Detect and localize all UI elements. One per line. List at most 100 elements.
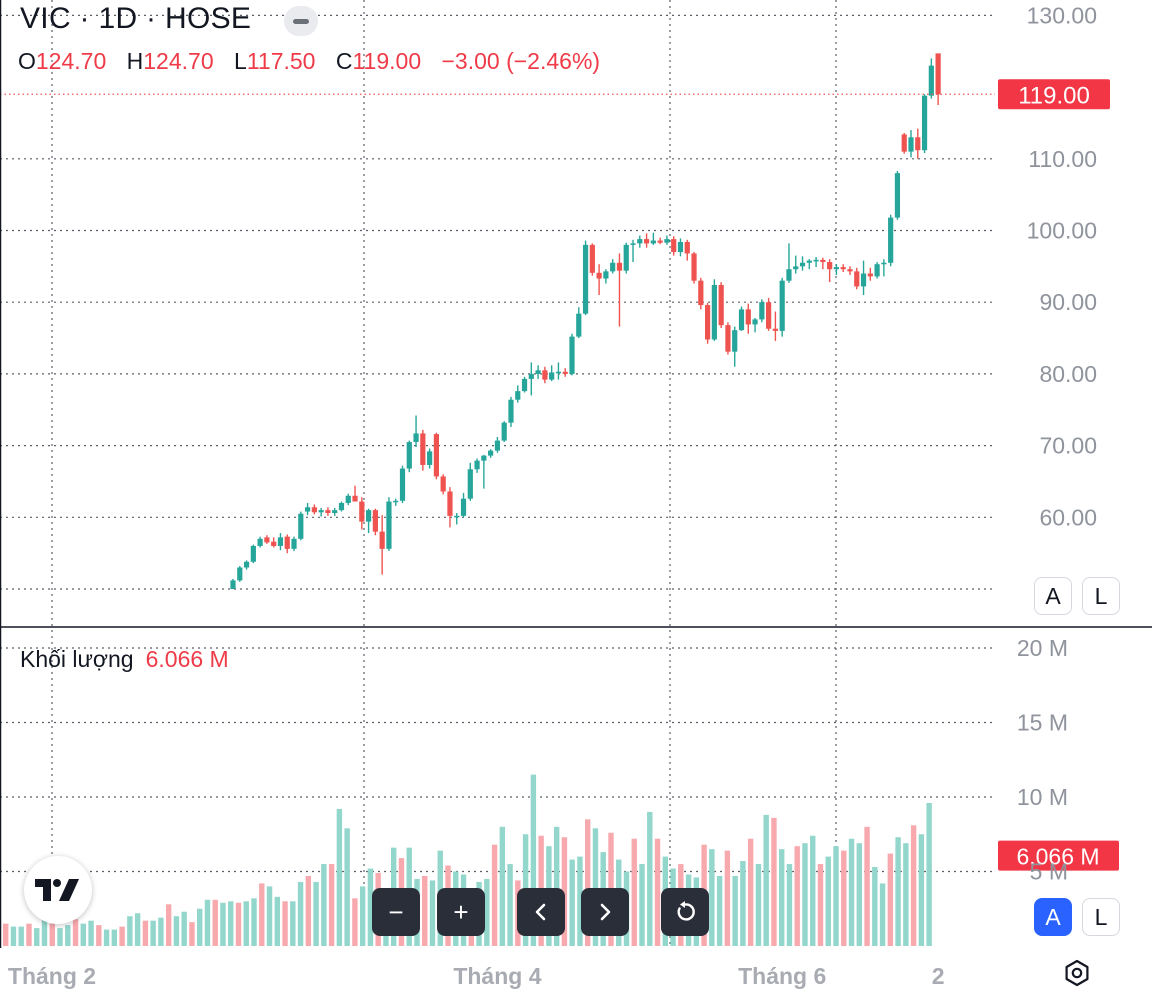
tradingview-logo[interactable] xyxy=(24,856,92,924)
candle-body xyxy=(562,371,568,374)
volume-bar xyxy=(825,856,831,946)
candle-body xyxy=(616,262,623,271)
candle-body xyxy=(311,507,317,513)
volume-bar xyxy=(111,929,118,946)
candle-body xyxy=(630,243,636,245)
volume-bar xyxy=(716,875,723,946)
zoom-in-button[interactable]: + xyxy=(437,888,485,936)
volume-bar xyxy=(810,835,816,946)
volume-bar xyxy=(918,834,925,946)
volume-last-badge-text: 6.066 M xyxy=(1016,844,1099,870)
volume-bar xyxy=(134,913,141,946)
candle-body xyxy=(467,469,473,499)
candle-body xyxy=(806,260,812,263)
candle-body xyxy=(528,373,534,379)
candle-body xyxy=(399,468,406,501)
volume-bar xyxy=(771,817,777,946)
volume-bar xyxy=(530,774,537,946)
reset-chart-button[interactable] xyxy=(661,888,709,936)
candle-body xyxy=(915,137,921,151)
open-value: 124.70 xyxy=(35,48,107,74)
candle-body xyxy=(582,244,589,314)
volume-bar xyxy=(57,928,63,946)
volume-bar xyxy=(127,916,133,946)
candle-body xyxy=(304,507,311,512)
candle-body xyxy=(237,567,243,581)
candle-body xyxy=(366,510,372,522)
volume-bar xyxy=(802,843,808,946)
volume-bar xyxy=(794,846,800,946)
candle-body xyxy=(745,309,751,325)
candle-body xyxy=(840,267,846,270)
candle-body xyxy=(230,580,236,589)
candle-body xyxy=(671,239,677,253)
volume-bar xyxy=(747,838,754,946)
candle-body xyxy=(935,53,941,95)
volume-bar xyxy=(367,868,374,946)
volume-bar xyxy=(251,898,257,946)
candle-body xyxy=(440,476,446,492)
volume-log-scale-button[interactable]: L xyxy=(1082,898,1120,936)
minus-icon xyxy=(293,18,309,24)
volume-bar xyxy=(864,826,870,946)
candle-body xyxy=(711,284,717,340)
candle-body xyxy=(298,513,304,539)
volume-bar xyxy=(88,920,94,946)
candle-body xyxy=(406,442,412,469)
price-tick-label: 70.00 xyxy=(1039,433,1097,459)
volume-bar xyxy=(65,925,71,946)
candle-body xyxy=(454,515,460,518)
price-auto-scale-button[interactable]: A xyxy=(1034,577,1072,615)
volume-bar xyxy=(165,904,172,946)
collapse-legend-button[interactable] xyxy=(284,6,318,36)
volume-bar xyxy=(569,859,575,946)
volume-bar xyxy=(732,875,738,946)
ohlc-legend: O124.70 H124.70 L117.50 C119.00 −3.00 (−… xyxy=(18,48,600,75)
candle-body xyxy=(447,491,453,516)
scroll-left-button[interactable] xyxy=(517,888,565,936)
candle-body xyxy=(860,273,867,287)
volume-bar xyxy=(150,920,156,946)
candle-body xyxy=(433,434,439,477)
volume-bar xyxy=(763,814,769,946)
symbol-title[interactable]: VIC · 1D · HOSE xyxy=(20,2,252,35)
volume-tick-label: 20 M xyxy=(1017,635,1068,661)
volume-bar xyxy=(305,875,312,946)
volume-bar xyxy=(903,843,909,946)
volume-legend: Khối lượng 6.066 M xyxy=(20,646,229,673)
candle-body xyxy=(474,460,480,470)
volume-tick-label: 5 M xyxy=(1030,859,1068,885)
volume-bar xyxy=(561,837,568,946)
volume-bar xyxy=(429,880,436,946)
candle-body xyxy=(521,378,528,392)
candle-body xyxy=(894,173,901,218)
volume-bar xyxy=(142,920,149,946)
volume-bar xyxy=(189,922,195,946)
candle-body xyxy=(637,239,643,244)
scroll-right-button[interactable] xyxy=(581,888,629,936)
candle-body xyxy=(372,510,378,532)
candle-body xyxy=(691,253,697,281)
volume-bar xyxy=(592,828,599,946)
volume-bar xyxy=(297,881,304,946)
close-value: 119.00 xyxy=(352,48,422,74)
candle-group xyxy=(230,53,941,589)
price-log-scale-button[interactable]: L xyxy=(1082,577,1120,615)
reset-icon xyxy=(677,901,695,921)
volume-bar xyxy=(103,929,110,946)
candle-body xyxy=(264,537,270,543)
zoom-out-button[interactable]: − xyxy=(372,888,420,936)
volume-bar xyxy=(321,864,327,946)
volume-auto-scale-button[interactable]: A xyxy=(1034,898,1072,936)
settings-icon[interactable] xyxy=(1062,958,1092,988)
candle-body xyxy=(325,510,331,513)
low-value: 117.50 xyxy=(246,48,316,74)
volume-bar xyxy=(328,864,335,946)
candle-body xyxy=(752,319,758,325)
plus-icon: + xyxy=(453,896,469,927)
volume-bar xyxy=(3,923,9,946)
volume-bar xyxy=(755,864,762,946)
candle-body xyxy=(921,95,928,151)
